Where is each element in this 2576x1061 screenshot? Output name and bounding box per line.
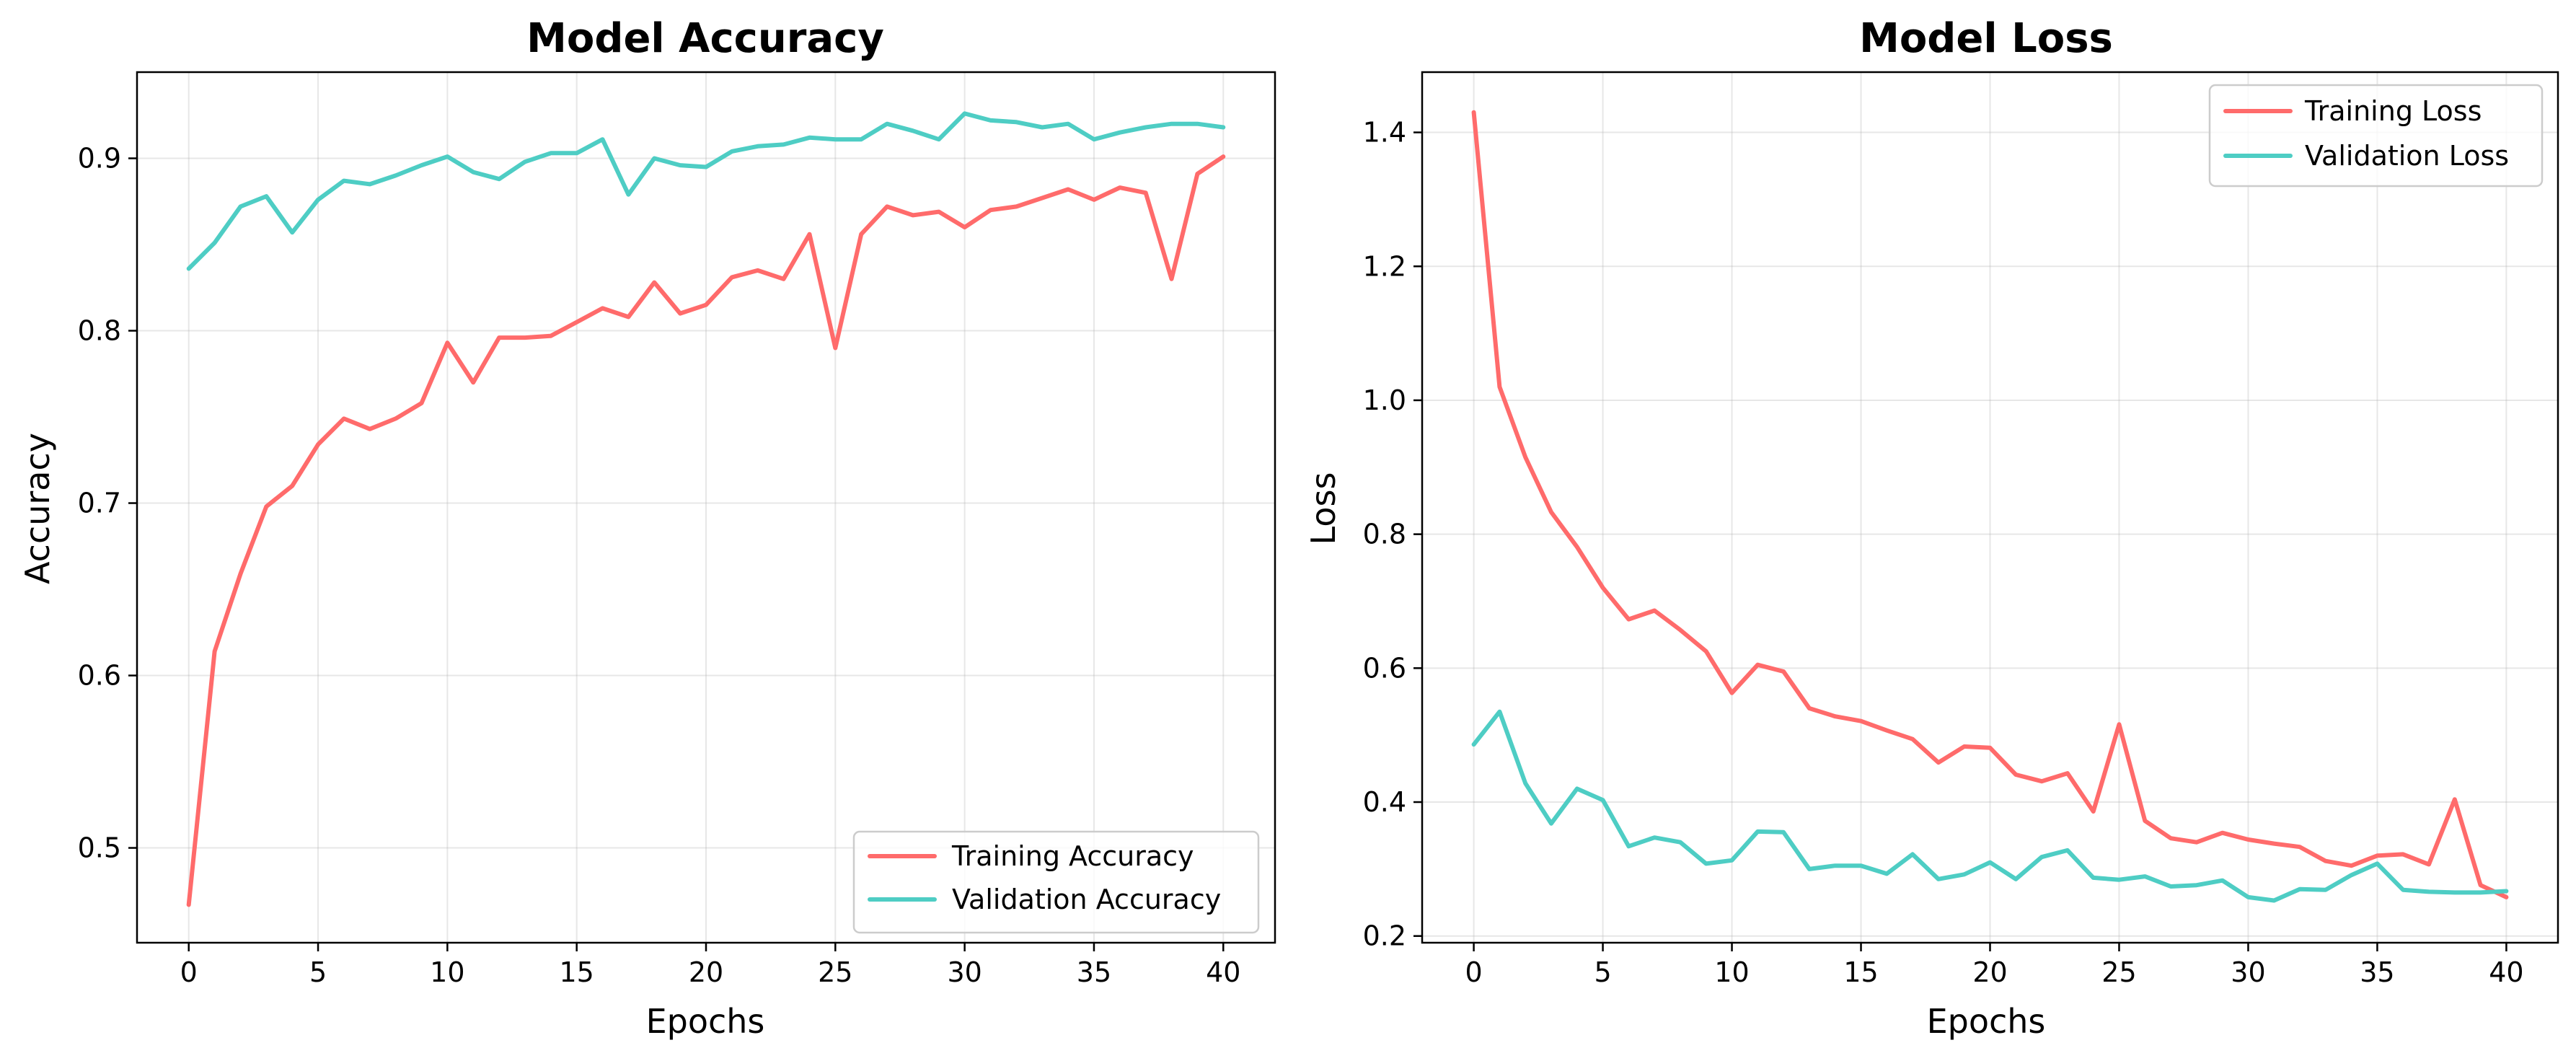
chart-title: Model Loss [1859,15,2113,62]
y-tick-label: 0.9 [78,143,121,175]
x-tick-label: 20 [1972,956,2007,988]
series-line-validation-accuracy [186,111,1226,271]
y-axis-ticks: 0.5 0.6 0.7 0.8 0.9 [78,143,137,864]
legend-box [852,830,1260,934]
x-axis-label: Epochs [646,1002,765,1041]
series-lines [1471,110,2509,903]
series-line-validation-loss [1471,709,2509,903]
y-tick-label: 0.7 [78,488,121,519]
x-tick-label: 0 [1465,956,1482,988]
x-tick-label: 15 [1843,956,1878,988]
legend-label-validation-loss: Validation Loss [2305,140,2509,172]
y-tick-label: 0.6 [78,660,121,692]
legend-label-training-loss: Training Loss [2304,95,2482,127]
x-tick-label: 30 [947,956,982,988]
x-tick-label: 5 [1594,956,1611,988]
y-axis-ticks: 0.2 0.4 0.6 0.8 1.0 1.2 1.4 [1363,117,1422,952]
x-tick-label: 25 [2101,956,2136,988]
legend-label-training-accuracy: Training Accuracy [951,840,1194,872]
x-tick-label: 5 [309,956,327,988]
y-tick-label: 0.5 [78,832,121,864]
grid-lines [137,72,1275,943]
x-tick-label: 0 [180,956,198,988]
x-tick-label: 35 [1077,956,1111,988]
y-tick-label: 1.2 [1363,250,1406,282]
legend: Training Loss Validation Loss [2208,84,2544,188]
x-tick-label: 35 [2360,956,2394,988]
series-line-training-loss [1471,110,2509,899]
y-tick-label: 1.4 [1363,117,1406,149]
legend-box [2208,84,2544,188]
y-tick-label: 0.4 [1363,786,1406,818]
y-tick-label: 0.2 [1363,920,1406,952]
x-tick-label: 15 [560,956,594,988]
x-axis-label: Epochs [1927,1002,2046,1041]
x-tick-label: 25 [818,956,852,988]
chart-title: Model Accuracy [526,15,884,62]
accuracy-chart: Model Accuracy 0 5 10 15 20 25 30 35 40 0.50.60.… [18,15,1276,1041]
series-line-training-accuracy [186,154,1226,907]
loss-chart: Model Loss 0 5 10 15 20 25 30 35 40 0.2 0.4 0.6 0.8… [1304,15,2559,1041]
legend: Training Accuracy Validation Accuracy [852,830,1260,934]
x-axis-ticks: 0 5 10 15 20 25 30 35 40 [1465,943,2524,988]
x-tick-label: 40 [1206,956,1240,988]
x-tick-label: 20 [689,956,723,988]
x-tick-label: 40 [2489,956,2523,988]
y-tick-label: 0.8 [1363,519,1406,550]
legend-label-validation-accuracy: Validation Accuracy [952,884,1221,915]
y-tick-label: 0.6 [1363,652,1406,684]
y-tick-label: 0.8 [78,315,121,347]
x-tick-label: 30 [2231,956,2265,988]
y-tick-label: 1.0 [1363,384,1406,416]
y-axis-label: Loss [1304,472,1343,545]
series-lines [186,111,1226,907]
grid-lines [1422,72,2558,943]
x-axis-ticks: 0 5 10 15 20 25 30 35 40 [180,943,1240,988]
y-axis-label: Accuracy [18,433,57,584]
x-tick-label: 10 [430,956,464,988]
x-tick-label: 10 [1714,956,1749,988]
